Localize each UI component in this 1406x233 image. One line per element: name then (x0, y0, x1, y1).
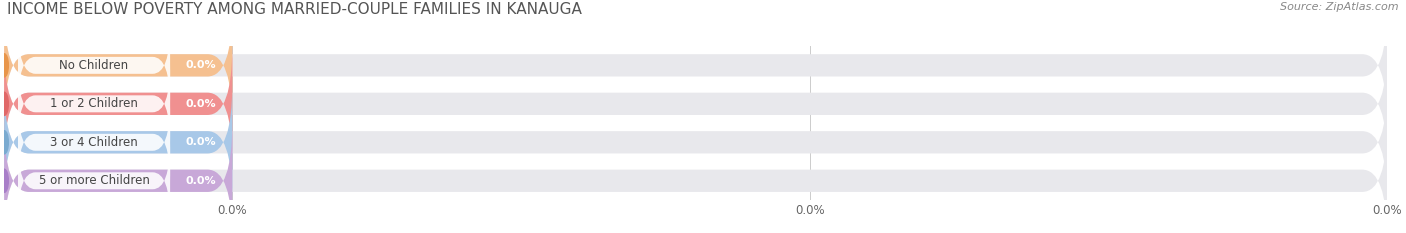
Circle shape (0, 54, 8, 77)
FancyBboxPatch shape (18, 102, 170, 182)
Text: 0.0%: 0.0% (186, 60, 215, 70)
Text: 0.0%: 0.0% (186, 99, 215, 109)
FancyBboxPatch shape (4, 123, 232, 233)
Circle shape (0, 92, 8, 115)
Circle shape (0, 169, 8, 192)
Text: 5 or more Children: 5 or more Children (38, 174, 149, 187)
FancyBboxPatch shape (4, 7, 232, 123)
FancyBboxPatch shape (18, 25, 170, 105)
FancyBboxPatch shape (4, 46, 1388, 162)
Text: Source: ZipAtlas.com: Source: ZipAtlas.com (1281, 2, 1399, 12)
FancyBboxPatch shape (4, 84, 1388, 200)
Text: No Children: No Children (59, 59, 128, 72)
Text: 3 or 4 Children: 3 or 4 Children (51, 136, 138, 149)
FancyBboxPatch shape (4, 84, 232, 200)
Text: 0.0%: 0.0% (186, 176, 215, 186)
FancyBboxPatch shape (18, 64, 170, 144)
FancyBboxPatch shape (4, 123, 1388, 233)
FancyBboxPatch shape (4, 46, 232, 162)
Text: 0.0%: 0.0% (186, 137, 215, 147)
Circle shape (0, 131, 8, 154)
FancyBboxPatch shape (18, 141, 170, 221)
FancyBboxPatch shape (4, 7, 1388, 123)
Text: INCOME BELOW POVERTY AMONG MARRIED-COUPLE FAMILIES IN KANAUGA: INCOME BELOW POVERTY AMONG MARRIED-COUPL… (7, 2, 582, 17)
Text: 1 or 2 Children: 1 or 2 Children (51, 97, 138, 110)
